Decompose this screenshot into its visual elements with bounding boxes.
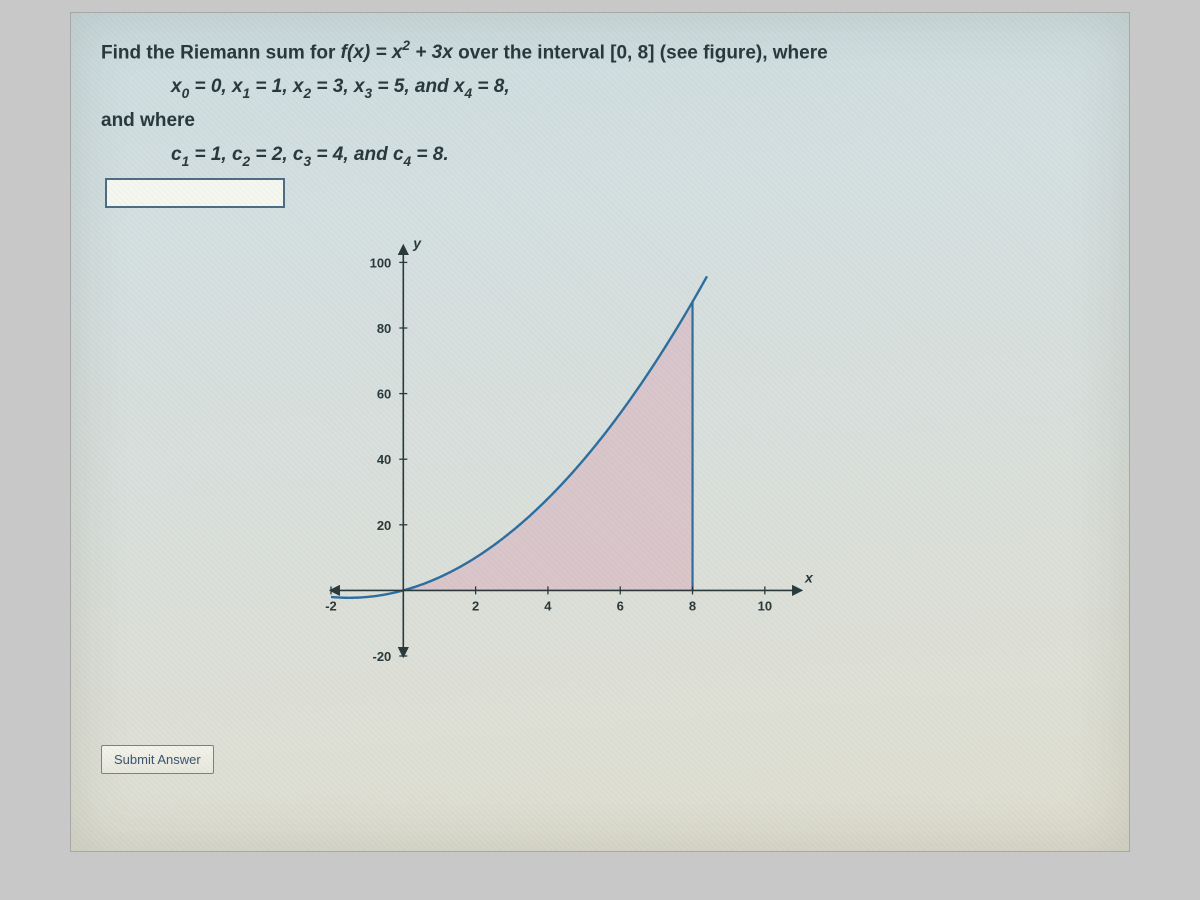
svg-text:8: 8 — [689, 599, 696, 614]
svg-text:x: x — [804, 570, 814, 586]
svg-text:4: 4 — [544, 599, 552, 614]
c-values: c1 = 1, c2 = 2, c3 = 4, and c4 = 8. — [171, 144, 449, 165]
problem-statement: Find the Riemann sum for f(x) = x2 + 3x … — [101, 35, 1099, 172]
svg-text:6: 6 — [617, 599, 624, 614]
submit-answer-button[interactable]: Submit Answer — [101, 745, 214, 774]
svg-text:80: 80 — [377, 321, 391, 336]
interval: [0, 8] — [610, 42, 654, 63]
svg-text:60: 60 — [377, 387, 391, 402]
answer-input[interactable] — [105, 178, 285, 208]
svg-text:10: 10 — [758, 599, 772, 614]
svg-text:-20: -20 — [373, 649, 392, 664]
fx-expr: f(x) = x2 + 3x — [341, 42, 458, 63]
problem-line-1: Find the Riemann sum for f(x) = x2 + 3x … — [101, 35, 1099, 70]
line1-suffix: (see figure), where — [660, 42, 828, 63]
x-partition-line: x0 = 0, x1 = 1, x2 = 3, x3 = 5, and x4 =… — [171, 70, 1099, 105]
chart-container: -2 2 4 6 8 10 -20 20 40 60 80 100 x y — [261, 226, 1099, 711]
svg-text:y: y — [412, 235, 422, 251]
x-values: x0 = 0, x1 = 1, x2 = 3, x3 = 5, and x4 =… — [171, 76, 510, 97]
line1-mid: over the interval — [458, 42, 610, 63]
question-panel: Find the Riemann sum for f(x) = x2 + 3x … — [70, 12, 1130, 852]
c-values-line: c1 = 1, c2 = 2, c3 = 4, and c4 = 8. — [171, 138, 1099, 173]
line1-prefix: Find the Riemann sum for — [101, 42, 341, 63]
svg-text:20: 20 — [377, 518, 391, 533]
svg-text:2: 2 — [472, 599, 479, 614]
svg-text:40: 40 — [377, 453, 391, 468]
svg-text:100: 100 — [370, 256, 392, 271]
answer-row — [105, 178, 1099, 208]
and-where: and where — [101, 104, 1099, 137]
riemann-chart: -2 2 4 6 8 10 -20 20 40 60 80 100 x y — [261, 226, 821, 706]
svg-text:-2: -2 — [325, 599, 337, 614]
